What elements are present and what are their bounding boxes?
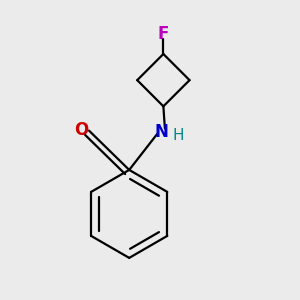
Text: H: H [172, 128, 184, 143]
Text: F: F [158, 25, 169, 43]
Text: O: O [74, 121, 89, 139]
Text: N: N [154, 123, 168, 141]
